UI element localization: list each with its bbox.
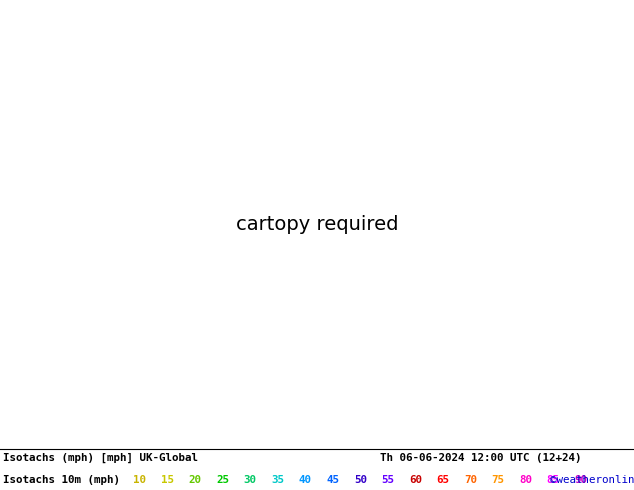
Text: 65: 65	[436, 475, 450, 485]
Text: 10: 10	[133, 475, 146, 485]
Text: 30: 30	[243, 475, 257, 485]
Text: 80: 80	[519, 475, 533, 485]
Text: 50: 50	[354, 475, 367, 485]
Text: 20: 20	[188, 475, 202, 485]
Text: cartopy required: cartopy required	[236, 215, 398, 234]
Text: 75: 75	[492, 475, 505, 485]
Text: Th 06-06-2024 12:00 UTC (12+24): Th 06-06-2024 12:00 UTC (12+24)	[380, 453, 582, 464]
Text: 70: 70	[464, 475, 477, 485]
Text: Isotachs (mph) [mph] UK-Global: Isotachs (mph) [mph] UK-Global	[3, 453, 198, 464]
Text: 85: 85	[547, 475, 560, 485]
Text: ©weatheronline.co.uk: ©weatheronline.co.uk	[550, 475, 634, 485]
Text: 55: 55	[381, 475, 394, 485]
Text: 45: 45	[326, 475, 339, 485]
Text: 25: 25	[216, 475, 229, 485]
Text: 40: 40	[299, 475, 312, 485]
Text: 90: 90	[574, 475, 588, 485]
Text: 35: 35	[271, 475, 284, 485]
Text: 60: 60	[409, 475, 422, 485]
Text: 15: 15	[161, 475, 174, 485]
Text: Isotachs 10m (mph): Isotachs 10m (mph)	[3, 475, 120, 485]
